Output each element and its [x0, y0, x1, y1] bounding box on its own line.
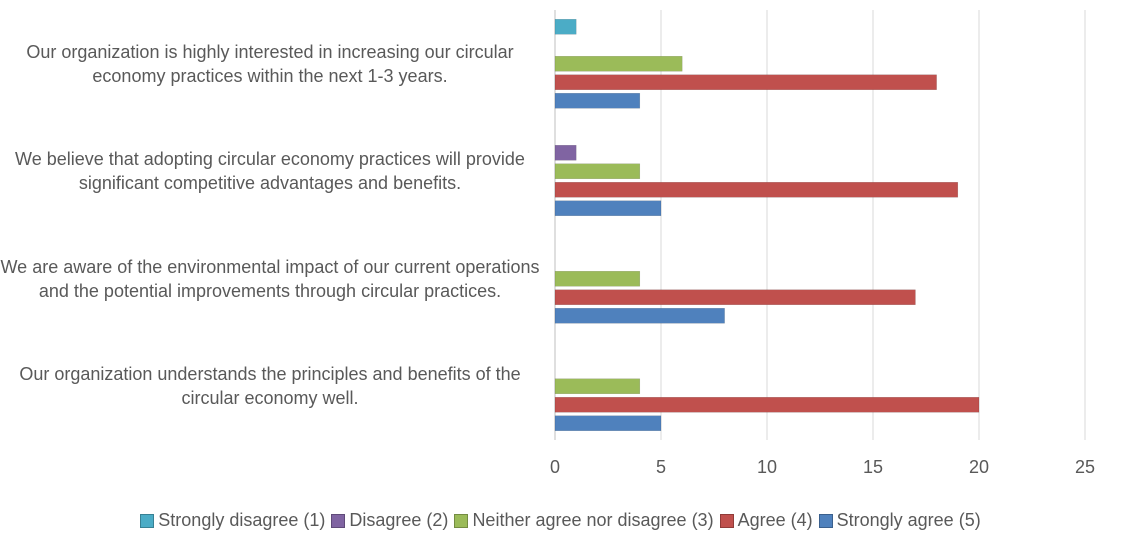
bar — [554, 93, 641, 109]
bar — [554, 56, 683, 72]
x-tick-label: 25 — [1075, 457, 1095, 477]
bar — [554, 378, 641, 394]
bar — [554, 289, 916, 305]
legend-label: Strongly disagree (1) — [158, 510, 326, 530]
bar — [554, 397, 980, 413]
legend-swatch — [140, 513, 155, 528]
legend-item: Agree (4) — [719, 510, 813, 531]
bar — [554, 308, 725, 324]
legend: Strongly disagree (1) Disagree (2) Neither… — [0, 510, 1121, 531]
x-tick-label: 20 — [969, 457, 989, 477]
bar — [554, 271, 641, 287]
legend-label: Disagree (2) — [349, 510, 449, 530]
legend-label: Strongly agree (5) — [836, 510, 981, 530]
category-label: Our organization understands the princip… — [19, 364, 521, 409]
legend-item: Strongly disagree (1) — [140, 510, 325, 531]
legend-swatch — [818, 513, 833, 528]
x-tick-label: 0 — [550, 457, 560, 477]
legend-item: Neither agree nor disagree (3) — [454, 510, 714, 531]
bar — [554, 74, 937, 90]
legend-label: Neither agree nor disagree (3) — [472, 510, 714, 530]
legend-swatch — [719, 513, 734, 528]
legend-item: Disagree (2) — [331, 510, 448, 531]
category-label: We believe that adopting circular econom… — [15, 149, 525, 194]
x-tick-label: 10 — [757, 457, 777, 477]
legend-swatch — [454, 513, 469, 528]
bar — [554, 182, 959, 198]
category-label: Our organization is highly interested in… — [26, 41, 514, 86]
bar — [554, 163, 641, 179]
bar — [554, 19, 577, 35]
legend-label: Agree (4) — [737, 510, 813, 530]
bar — [554, 145, 577, 161]
legend-swatch — [331, 513, 346, 528]
x-tick-label: 15 — [863, 457, 883, 477]
category-label: We are aware of the environmental impact… — [0, 256, 540, 301]
x-tick-label: 5 — [656, 457, 666, 477]
bar — [554, 200, 662, 216]
legend-item: Strongly agree (5) — [818, 510, 981, 531]
bar — [554, 415, 662, 431]
